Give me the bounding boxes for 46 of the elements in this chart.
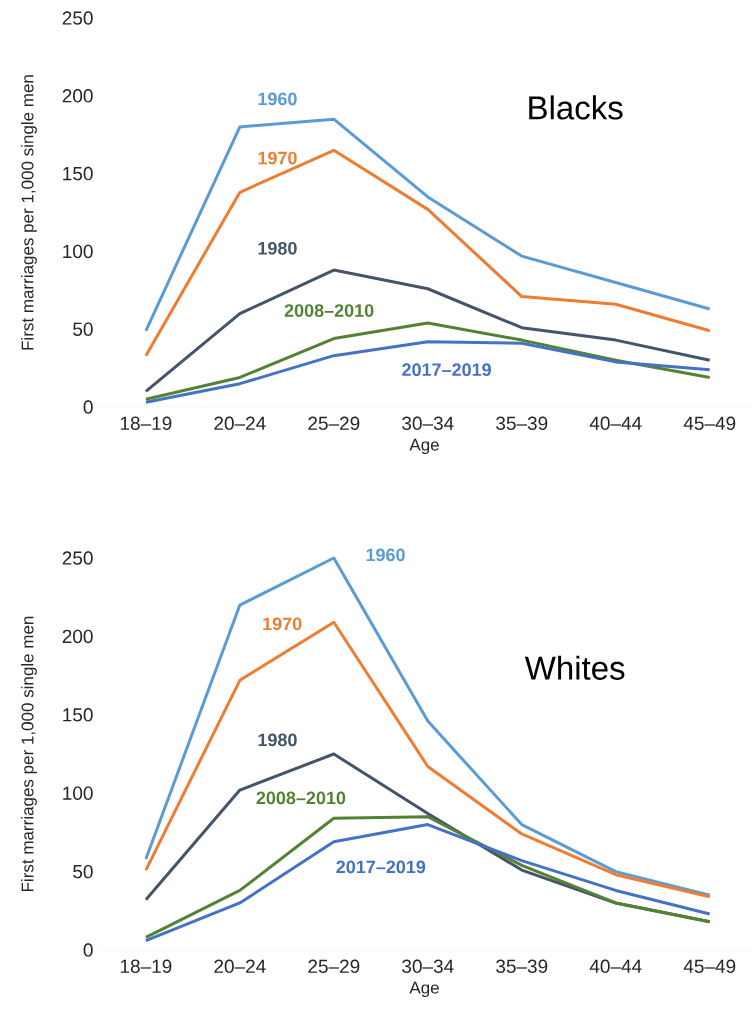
y-tick-label: 100 bbox=[63, 244, 93, 259]
series-label: 1970 bbox=[263, 617, 302, 631]
text: Whites bbox=[524, 655, 625, 680]
y-axis-title: First marriages per 1,000 single men bbox=[21, 616, 37, 892]
series-label: 1970 bbox=[258, 151, 297, 165]
series-label: 2008–2010 bbox=[256, 791, 346, 805]
line-series bbox=[144, 148, 712, 358]
line-series bbox=[144, 268, 712, 393]
x-tick-label: 45–49 bbox=[683, 959, 736, 973]
series-label: 1960 bbox=[258, 92, 297, 106]
series-label: 1980 bbox=[258, 241, 297, 255]
x-tick-label: 18–19 bbox=[120, 959, 172, 973]
x-tick-label: 35–39 bbox=[496, 416, 548, 430]
y-tick-label: 50 bbox=[73, 864, 93, 879]
y-tick-label: 250 bbox=[62, 11, 93, 25]
x-axis-title: Age bbox=[409, 981, 439, 998]
series-label: 2017–2019 bbox=[402, 363, 491, 377]
text: Blacks bbox=[529, 95, 623, 120]
y-tick-label: 250 bbox=[62, 551, 93, 565]
y-tick-label: 100 bbox=[63, 786, 93, 800]
line-series bbox=[144, 340, 712, 404]
series-label: 1960 bbox=[366, 548, 405, 562]
y-tick-label: 50 bbox=[73, 322, 93, 336]
y-tick-label: 200 bbox=[62, 89, 93, 103]
x-tick-label: 18–19 bbox=[120, 416, 172, 430]
y-tick-label: 0 bbox=[83, 400, 93, 414]
x-tick-label: 35–39 bbox=[496, 959, 548, 973]
x-tick-label: 25–29 bbox=[308, 416, 360, 430]
x-tick-label: 30–34 bbox=[402, 959, 454, 973]
y-tick-label: 150 bbox=[63, 166, 93, 181]
x-tick-label: 30–34 bbox=[402, 416, 454, 430]
x-tick-label: 20–24 bbox=[214, 416, 266, 430]
x-tick-label: 20–24 bbox=[214, 959, 266, 973]
y-axis-title: First marriages per 1,000 single men bbox=[21, 75, 37, 350]
x-tick-label: 40–44 bbox=[589, 959, 642, 973]
x-tick-label: 25–29 bbox=[308, 959, 360, 973]
series-label: 1980 bbox=[258, 733, 297, 747]
y-tick-label: 200 bbox=[62, 629, 93, 644]
y-tick-label: 150 bbox=[63, 708, 93, 722]
x-tick-label: 45–49 bbox=[683, 416, 736, 430]
series-label: 2017–2019 bbox=[336, 860, 426, 874]
y-tick-label: 0 bbox=[83, 943, 93, 957]
series-label: 2008–2010 bbox=[284, 304, 374, 317]
x-tick-label: 40–44 bbox=[589, 416, 642, 430]
line-series bbox=[144, 321, 712, 401]
x-axis-title: Age bbox=[409, 438, 439, 455]
